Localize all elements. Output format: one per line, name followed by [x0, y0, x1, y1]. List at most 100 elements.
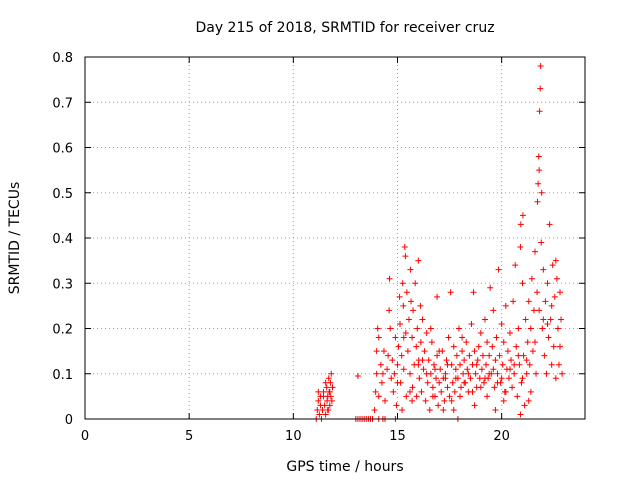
data-point	[539, 325, 546, 332]
data-point	[423, 370, 430, 377]
data-point	[455, 325, 462, 332]
data-point	[403, 393, 410, 400]
data-point	[420, 366, 427, 373]
data-point	[540, 316, 547, 323]
data-point	[382, 397, 388, 404]
data-point	[316, 411, 323, 418]
data-point	[473, 361, 480, 368]
data-point	[403, 289, 410, 296]
data-point	[407, 370, 413, 377]
data-point	[395, 343, 402, 350]
data-point	[500, 397, 507, 404]
data-point	[418, 388, 425, 395]
data-point	[467, 375, 474, 382]
data-point	[452, 366, 459, 373]
data-point	[552, 257, 559, 264]
data-point	[392, 334, 399, 341]
data-point	[460, 370, 467, 377]
data-point	[528, 275, 535, 282]
chart-title: Day 215 of 2018, SRMTID for receiver cru…	[195, 20, 494, 36]
data-point	[415, 257, 422, 264]
data-point	[493, 334, 500, 341]
data-point	[486, 370, 493, 377]
data-point	[375, 393, 382, 400]
data-point	[495, 266, 502, 273]
data-point	[553, 275, 560, 282]
data-point	[394, 361, 401, 368]
data-point	[475, 343, 482, 350]
data-point	[399, 280, 406, 287]
data-point	[377, 361, 384, 368]
data-point	[487, 284, 494, 291]
data-point	[505, 375, 512, 382]
data-point	[554, 325, 561, 332]
data-point	[417, 339, 424, 346]
data-point	[489, 343, 496, 350]
data-point	[413, 393, 420, 400]
data-point	[518, 379, 525, 386]
data-point	[389, 357, 396, 364]
data-point	[534, 289, 541, 296]
data-point	[544, 320, 551, 327]
data-point	[427, 325, 434, 332]
data-point	[551, 293, 558, 300]
data-point	[315, 388, 322, 395]
data-point	[407, 388, 413, 395]
data-point	[378, 379, 385, 386]
data-point	[443, 357, 450, 364]
data-point	[524, 339, 531, 346]
data-point	[483, 361, 490, 368]
data-point	[498, 320, 505, 327]
data-point	[372, 388, 379, 395]
data-point	[461, 357, 468, 364]
data-point	[404, 348, 411, 355]
data-point	[410, 307, 417, 314]
data-point	[532, 339, 538, 346]
data-point	[504, 348, 511, 355]
data-point	[373, 348, 380, 355]
data-point	[559, 370, 566, 377]
data-point	[548, 361, 555, 368]
data-point	[529, 348, 536, 355]
data-point	[516, 361, 523, 368]
y-tick-label: 0.1	[52, 368, 73, 383]
data-point	[508, 357, 515, 364]
data-point	[512, 262, 519, 269]
data-point	[557, 343, 563, 350]
data-point	[557, 289, 563, 296]
data-point	[515, 325, 522, 332]
y-tick-label: 0.8	[52, 51, 73, 66]
data-point	[484, 339, 491, 346]
data-point	[354, 373, 361, 380]
data-point	[433, 375, 440, 382]
data-point	[448, 397, 455, 404]
data-point	[474, 357, 481, 364]
data-point	[374, 325, 381, 332]
data-point	[536, 307, 543, 314]
data-point	[400, 334, 407, 341]
x-tick-labels: 0 5 10 15 20	[81, 429, 510, 444]
data-point	[391, 370, 398, 377]
data-point	[484, 393, 491, 400]
data-point	[441, 397, 448, 404]
data-point	[465, 370, 472, 377]
data-point	[386, 275, 393, 282]
data-point	[436, 379, 443, 386]
data-point	[419, 316, 426, 323]
data-point	[421, 348, 428, 355]
data-point	[417, 302, 424, 309]
data-point	[429, 384, 436, 391]
y-tick-label: 0.6	[52, 142, 73, 157]
data-point	[479, 352, 486, 359]
data-point	[549, 262, 556, 269]
data-point	[552, 375, 559, 382]
data-point	[522, 316, 529, 323]
data-point	[402, 330, 409, 337]
data-point	[446, 393, 453, 400]
data-point	[325, 375, 332, 382]
data-point	[434, 352, 441, 359]
data-point	[380, 348, 387, 355]
data-point	[315, 397, 322, 404]
